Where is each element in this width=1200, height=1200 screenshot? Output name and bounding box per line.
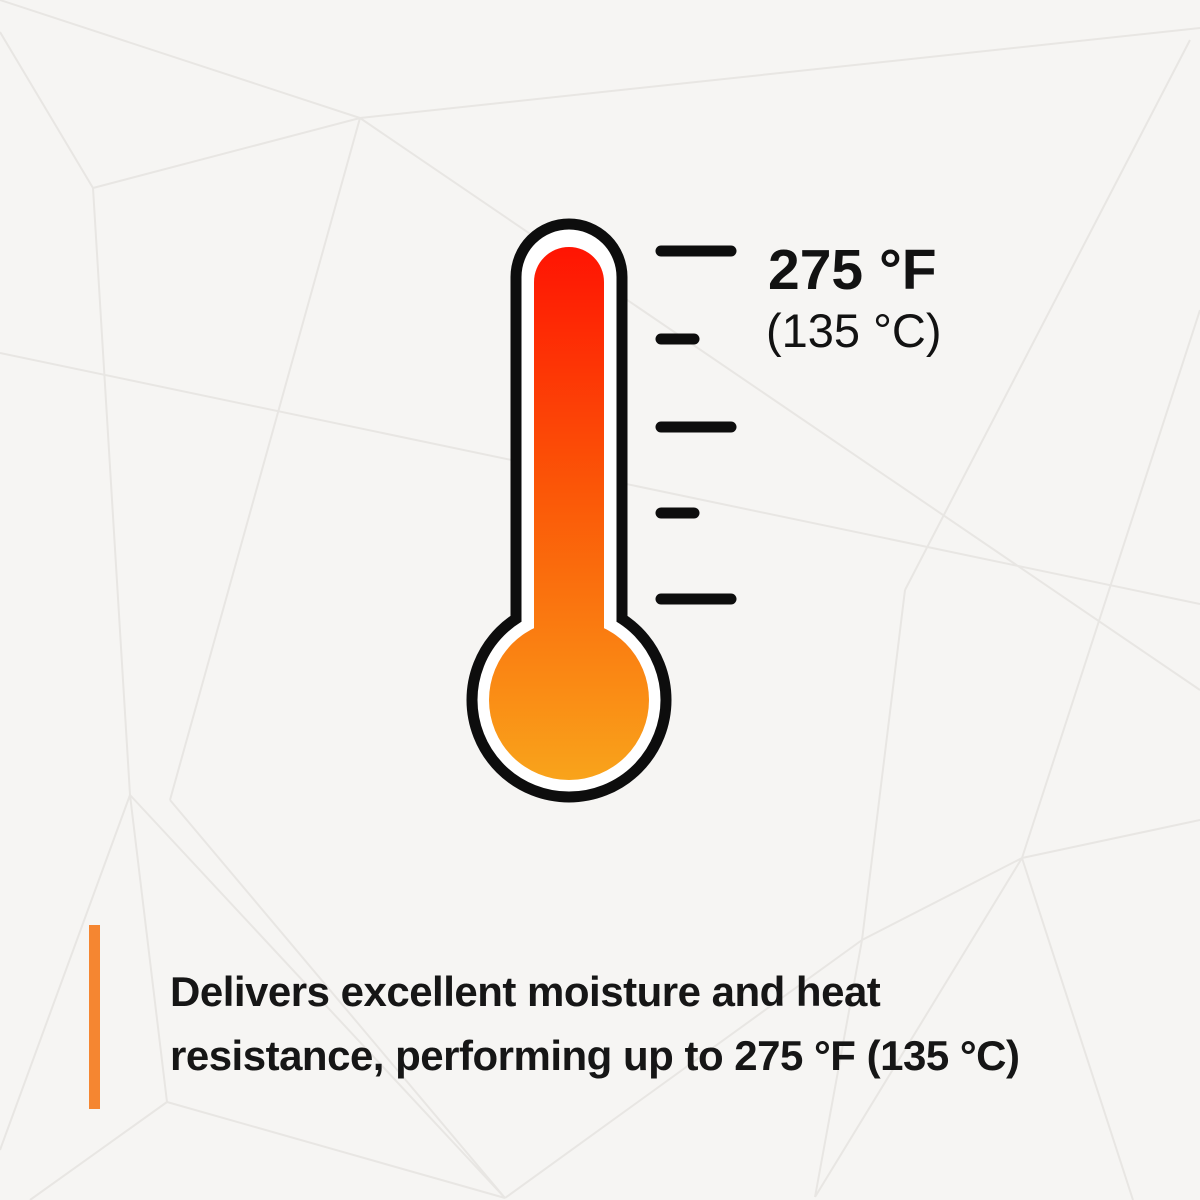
description-line-1: Delivers excellent moisture and heat	[170, 968, 881, 1015]
temperature-fahrenheit: 275 °F	[768, 238, 937, 302]
temperature-celsius: (135 °C)	[766, 304, 942, 357]
description-text: Delivers excellent moisture and heat res…	[170, 960, 1020, 1088]
thermometer-tube-fluid	[534, 247, 604, 690]
thermometer-bulb-fluid	[489, 620, 649, 780]
description-line-2: resistance, performing up to 275 °F (135…	[170, 1032, 1020, 1079]
tick-marks-icon	[655, 245, 737, 605]
accent-bar	[89, 925, 100, 1109]
thermometer-icon	[466, 218, 672, 803]
